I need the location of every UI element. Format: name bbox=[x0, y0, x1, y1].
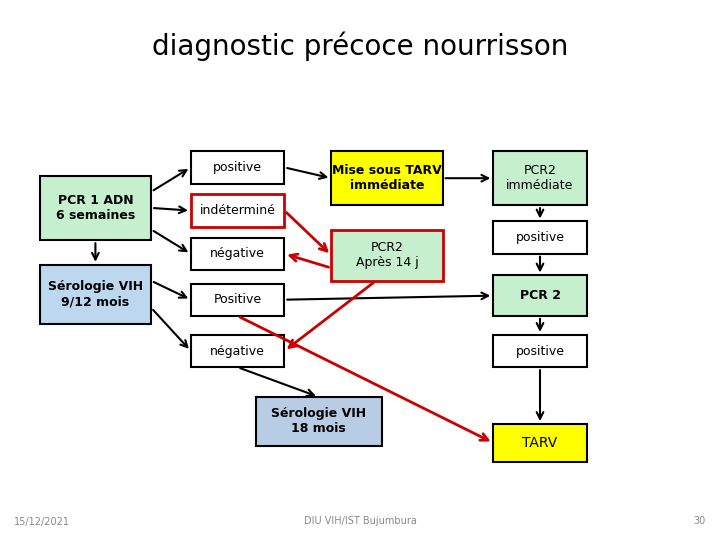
Text: positive: positive bbox=[213, 161, 262, 174]
Text: PCR2
Après 14 j: PCR2 Après 14 j bbox=[356, 241, 418, 269]
Text: Positive: Positive bbox=[214, 293, 261, 306]
FancyBboxPatch shape bbox=[493, 275, 587, 316]
FancyBboxPatch shape bbox=[191, 335, 284, 367]
FancyBboxPatch shape bbox=[256, 397, 382, 445]
Text: TARV: TARV bbox=[523, 436, 557, 450]
FancyBboxPatch shape bbox=[191, 151, 284, 184]
FancyBboxPatch shape bbox=[493, 335, 587, 367]
Text: négative: négative bbox=[210, 345, 265, 357]
FancyBboxPatch shape bbox=[191, 284, 284, 316]
FancyBboxPatch shape bbox=[493, 424, 587, 462]
FancyBboxPatch shape bbox=[40, 265, 151, 324]
Text: Mise sous TARV
immédiate: Mise sous TARV immédiate bbox=[332, 164, 442, 192]
Text: Sérologie VIH
18 mois: Sérologie VIH 18 mois bbox=[271, 407, 366, 435]
Text: Sérologie VIH
9/12 mois: Sérologie VIH 9/12 mois bbox=[48, 280, 143, 308]
Text: indéterminé: indéterminé bbox=[199, 204, 276, 217]
Text: 15/12/2021: 15/12/2021 bbox=[14, 516, 71, 526]
Text: positive: positive bbox=[516, 345, 564, 357]
Text: positive: positive bbox=[516, 231, 564, 244]
Text: DIU VIH/IST Bujumbura: DIU VIH/IST Bujumbura bbox=[304, 516, 416, 526]
FancyBboxPatch shape bbox=[331, 230, 443, 281]
FancyBboxPatch shape bbox=[191, 194, 284, 227]
Text: diagnostic précoce nourrisson: diagnostic précoce nourrisson bbox=[152, 31, 568, 60]
Text: PCR2
immédiate: PCR2 immédiate bbox=[506, 164, 574, 192]
Text: négative: négative bbox=[210, 247, 265, 260]
FancyBboxPatch shape bbox=[40, 176, 151, 240]
Text: PCR 2: PCR 2 bbox=[520, 289, 560, 302]
FancyBboxPatch shape bbox=[191, 238, 284, 270]
FancyBboxPatch shape bbox=[331, 151, 443, 205]
Text: 30: 30 bbox=[693, 516, 706, 526]
FancyBboxPatch shape bbox=[493, 151, 587, 205]
FancyBboxPatch shape bbox=[493, 221, 587, 254]
Text: PCR 1 ADN
6 semaines: PCR 1 ADN 6 semaines bbox=[55, 194, 135, 222]
